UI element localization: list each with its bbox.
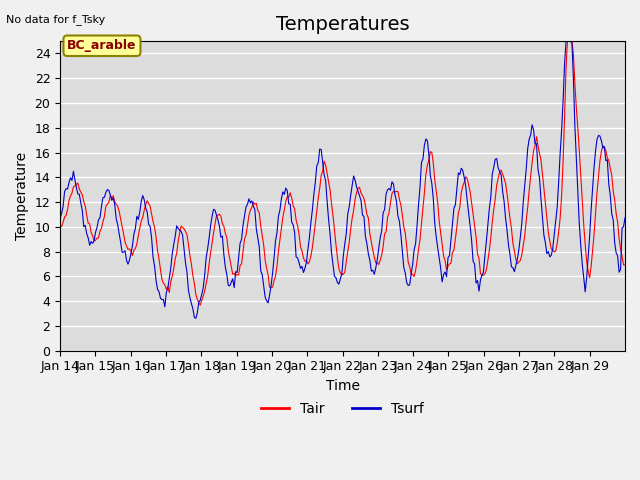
Y-axis label: Temperature: Temperature — [15, 152, 29, 240]
Text: No data for f_Tsky: No data for f_Tsky — [6, 14, 106, 25]
Text: BC_arable: BC_arable — [67, 39, 137, 52]
Title: Temperatures: Temperatures — [276, 15, 410, 34]
X-axis label: Time: Time — [326, 379, 360, 393]
Legend: Tair, Tsurf: Tair, Tsurf — [255, 396, 429, 421]
